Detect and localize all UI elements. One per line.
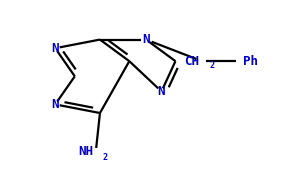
Text: N: N [51,98,59,111]
Text: Ph: Ph [243,55,258,68]
Text: CH: CH [184,55,199,68]
Text: 2: 2 [209,61,214,70]
Text: N: N [142,33,150,46]
Text: N: N [51,42,59,55]
Text: N: N [158,85,165,98]
Text: NH: NH [78,145,93,158]
Text: 2: 2 [103,153,108,162]
